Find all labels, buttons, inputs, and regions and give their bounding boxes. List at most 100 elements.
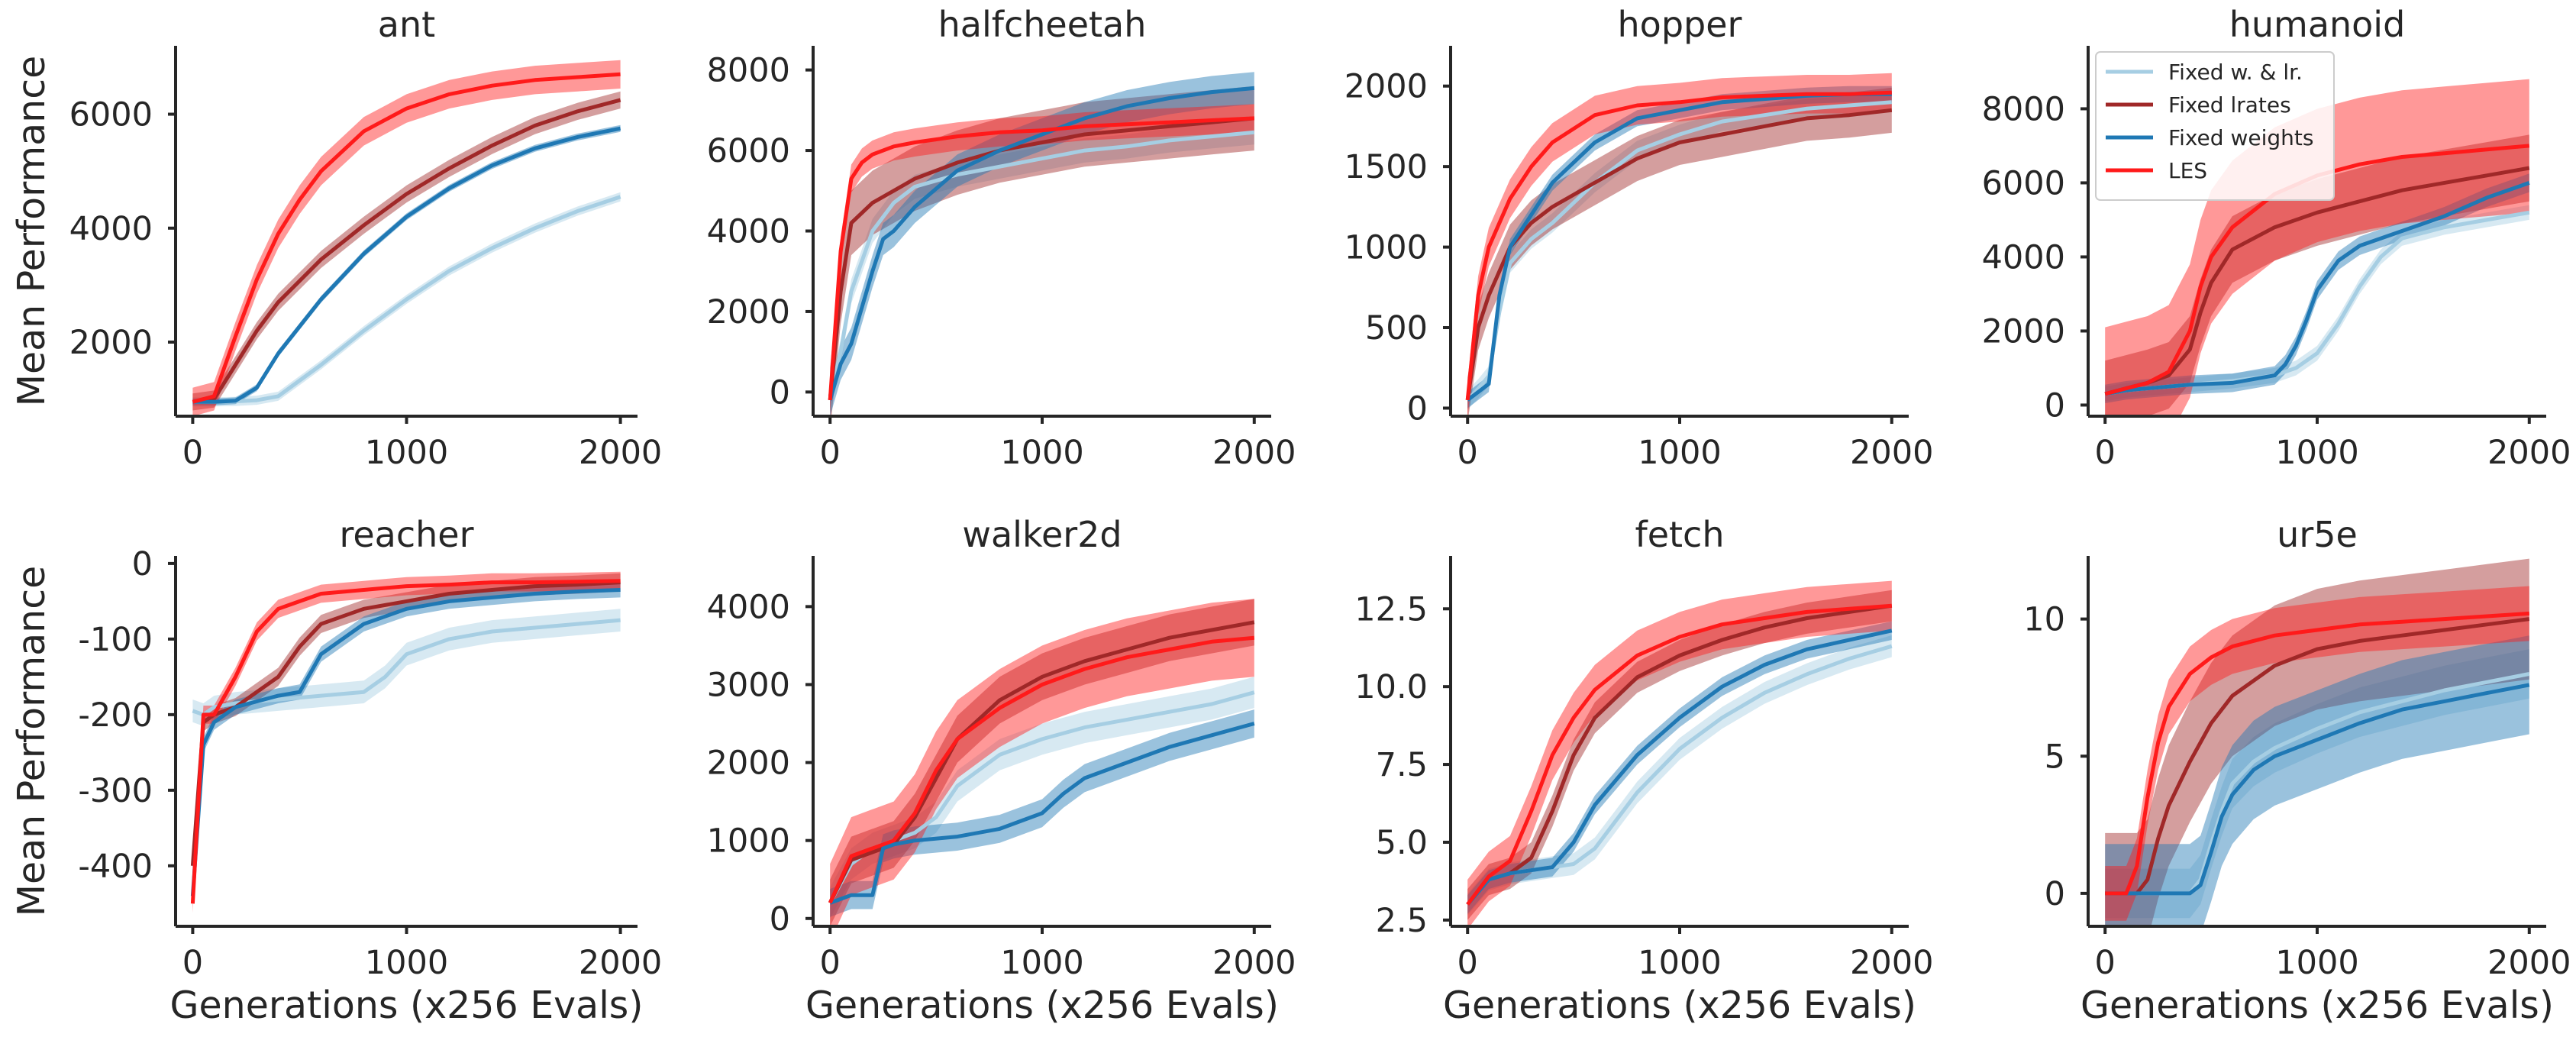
panel-ur5e: 0 1000 2000 0 5 10 ur5e Generations (x256 Evals…	[2023, 514, 2571, 1027]
y-tick-label: 2000	[69, 324, 153, 362]
plot-area	[1466, 580, 1893, 926]
x-tick-label: 1000	[1638, 434, 1721, 472]
y-tick-label: 0	[1407, 389, 1428, 428]
line-les	[192, 72, 621, 404]
x-tick-label: 1000	[365, 944, 448, 982]
plot-area	[828, 72, 1255, 416]
line-fixed-lrates	[190, 580, 621, 866]
y-tick-label: 10.0	[1354, 668, 1428, 706]
y-tick-label: 1000	[707, 822, 790, 861]
legend-box	[2095, 51, 2335, 201]
y-tick-label: 2000	[1344, 68, 1428, 106]
line-fixed-weights	[190, 588, 621, 896]
plot-area	[2105, 558, 2530, 926]
band-les	[2105, 79, 2529, 416]
x-tick-label: 1000	[1000, 434, 1083, 472]
x-tick-label: 0	[820, 944, 841, 982]
x-tick-label: 0	[1457, 944, 1478, 982]
y-tick-label: 6000	[707, 132, 790, 170]
y-tick-label: -300	[78, 772, 153, 810]
line-fixed-lrates	[192, 98, 621, 404]
panel-title: halfcheetah	[938, 4, 1147, 45]
plot-area	[2104, 79, 2530, 416]
y-tick-label: 0	[770, 373, 790, 412]
y-axis-label: Mean Performance	[10, 56, 53, 407]
panel-halfcheetah: 0 1000 2000 0 2000 4000 6000 8000 halfcheetah	[707, 4, 1296, 472]
line-fixed-weights	[1466, 92, 1892, 402]
panel-walker2d: 0 1000 2000 0 1000 2000 3000 4000 walker2d Genera…	[707, 514, 1296, 1027]
panel-title: reacher	[339, 514, 473, 555]
line-fixed-lrates	[1466, 603, 1893, 906]
panel-reacher: 0 1000 2000 -400 -300 -200 -100 0 reacher Mean Pe…	[10, 514, 662, 1027]
legend-label-les: LES	[2168, 158, 2207, 183]
y-tick-label: 4000	[69, 210, 153, 248]
x-tick-label: 0	[1457, 434, 1478, 472]
y-tick-label: -400	[78, 848, 153, 886]
x-tick-label: 1000	[1000, 944, 1083, 982]
line-fixed-w-lr	[828, 130, 1255, 397]
panel-title: fetch	[1635, 514, 1725, 555]
panel-humanoid: 0 1000 2000 0 2000 4000 6000 8000 humanoid Fixed …	[1982, 4, 2571, 472]
x-tick-label: 2000	[579, 944, 662, 982]
y-tick-label: 2000	[707, 293, 790, 331]
plot-area	[192, 60, 621, 416]
y-tick-label: 6000	[69, 96, 153, 134]
y-tick-label: 0	[770, 900, 790, 938]
y-tick-label: 1500	[1344, 148, 1428, 186]
line-les	[2104, 144, 2530, 396]
y-tick-label: 2.5	[1376, 902, 1428, 940]
legend-label-fixed-lrates: Fixed lrates	[2168, 92, 2291, 118]
x-axis-label: Generations (x256 Evals)	[1443, 984, 1916, 1027]
panel-title: ur5e	[2277, 514, 2358, 555]
x-axis-label: Generations (x256 Evals)	[2080, 984, 2554, 1027]
x-tick-label: 1000	[365, 434, 448, 472]
line-les	[2105, 611, 2529, 896]
x-tick-label: 1000	[1638, 944, 1721, 982]
line-fixed-lrates	[2105, 617, 2530, 896]
band-fixed-w-lr	[1467, 635, 1892, 916]
x-tick-label: 0	[182, 434, 203, 472]
line-fixed-weights	[2105, 683, 2530, 896]
line-fixed-lrates	[828, 620, 1255, 904]
line-les	[828, 116, 1254, 401]
y-tick-label: 5	[2045, 738, 2065, 776]
y-tick-label: 3000	[707, 666, 790, 704]
line-fixed-weights	[192, 126, 621, 404]
line-fixed-lrates	[828, 116, 1255, 401]
line-fixed-weights	[1466, 628, 1893, 906]
band-les	[2105, 586, 2529, 921]
panel-ant: 0 1000 2000 2000 4000 6000 ant Mean Performance	[10, 4, 662, 472]
y-axis-label: Mean Performance	[10, 566, 53, 917]
y-tick-label: 500	[1365, 309, 1428, 347]
x-tick-label: 1000	[2275, 944, 2358, 982]
band-fixed-weights	[1467, 86, 1892, 409]
y-tick-label: 5.0	[1376, 824, 1428, 862]
y-tick-label: 1000	[1344, 229, 1428, 267]
x-tick-label: 1000	[2275, 434, 2358, 472]
y-tick-label: 8000	[707, 52, 790, 90]
y-tick-label: -100	[78, 621, 153, 659]
line-fixed-weights	[828, 86, 1255, 401]
panel-hopper: 0 1000 2000 0 500 1000 1500 2000 hopper	[1344, 4, 1934, 472]
panel-fetch: 0 1000 2000 2.5 5.0 7.5 10.0 12.5 fetch Generatio…	[1354, 514, 1933, 1027]
y-tick-label: 4000	[1982, 238, 2065, 276]
x-tick-label: 2000	[1850, 944, 1933, 982]
x-tick-label: 2000	[1850, 434, 1933, 472]
band-fixed-lrates	[2105, 134, 2529, 416]
x-axis-label: Generations (x256 Evals)	[170, 984, 644, 1027]
y-tick-label: -200	[78, 696, 153, 735]
y-tick-label: 2000	[707, 745, 790, 783]
y-tick-label: 10	[2023, 601, 2065, 639]
line-fixed-weights	[829, 722, 1255, 905]
band-les	[1467, 73, 1892, 416]
plot-area	[1465, 73, 1893, 416]
y-tick-label: 0	[132, 545, 153, 583]
band-fixed-lrates	[2105, 558, 2529, 926]
x-tick-label: 0	[182, 944, 203, 982]
line-les	[1465, 90, 1892, 401]
band-les	[830, 599, 1254, 926]
x-tick-label: 2000	[579, 434, 662, 472]
x-tick-label: 0	[2095, 434, 2116, 472]
x-tick-label: 2000	[2487, 434, 2571, 472]
